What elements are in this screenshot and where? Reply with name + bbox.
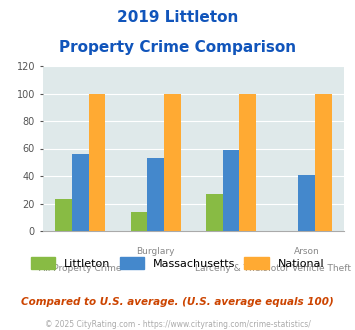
Text: Burglary: Burglary [137, 248, 175, 256]
Bar [147, 158, 164, 231]
Bar [55, 199, 72, 231]
Text: 2019 Littleton: 2019 Littleton [117, 10, 238, 25]
Text: Compared to U.S. average. (U.S. average equals 100): Compared to U.S. average. (U.S. average … [21, 297, 334, 307]
Bar [164, 93, 181, 231]
Bar [89, 93, 105, 231]
Bar [206, 194, 223, 231]
Text: Larceny & Theft: Larceny & Theft [195, 264, 267, 273]
Text: Motor Vehicle Theft: Motor Vehicle Theft [263, 264, 351, 273]
Text: All Property Crime: All Property Crime [39, 264, 121, 273]
Bar [298, 175, 315, 231]
Text: Property Crime Comparison: Property Crime Comparison [59, 40, 296, 54]
Bar [72, 154, 89, 231]
Legend: Littleton, Massachusetts, National: Littleton, Massachusetts, National [27, 253, 328, 273]
Bar [240, 93, 256, 231]
Text: Arson: Arson [294, 248, 320, 256]
Bar [131, 212, 147, 231]
Bar [223, 150, 240, 231]
Bar [315, 93, 332, 231]
Text: © 2025 CityRating.com - https://www.cityrating.com/crime-statistics/: © 2025 CityRating.com - https://www.city… [45, 320, 310, 329]
